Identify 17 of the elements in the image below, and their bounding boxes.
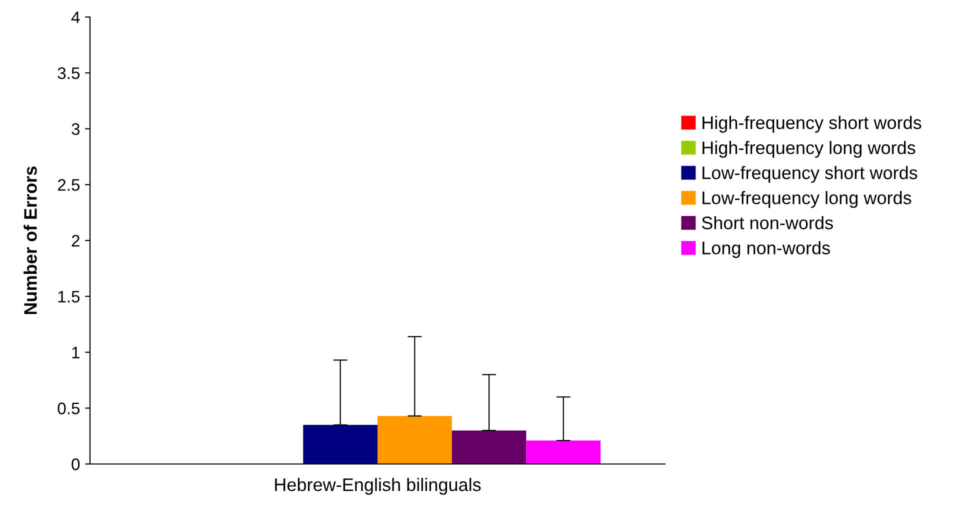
y-tick-label: 3.5	[58, 67, 80, 80]
y-axis-title: Number of Errors	[24, 166, 37, 314]
x-tick-label: Hebrew-English bilinguals	[275, 478, 481, 495]
y-tick-label: 2	[72, 234, 80, 247]
legend-label: Short non-words	[702, 216, 833, 230]
legend-label: Low-frequency long words	[702, 191, 912, 208]
legend-label: Long non-words	[702, 241, 830, 258]
legend-label: Low-frequency short words	[702, 166, 918, 183]
y-tick-label: 3	[72, 123, 80, 135]
y-tick-label: 1.5	[58, 290, 80, 303]
legend-label: High-frequency long words	[702, 140, 916, 158]
y-tick-label: 0	[72, 458, 80, 470]
y-tick-label: 4	[71, 12, 80, 24]
y-tick-label: 2.5	[58, 179, 80, 191]
y-tick-label: 0.5	[58, 402, 80, 414]
y-tick-label: 1	[72, 346, 80, 358]
legend-label: High-frequency short words	[702, 116, 922, 133]
